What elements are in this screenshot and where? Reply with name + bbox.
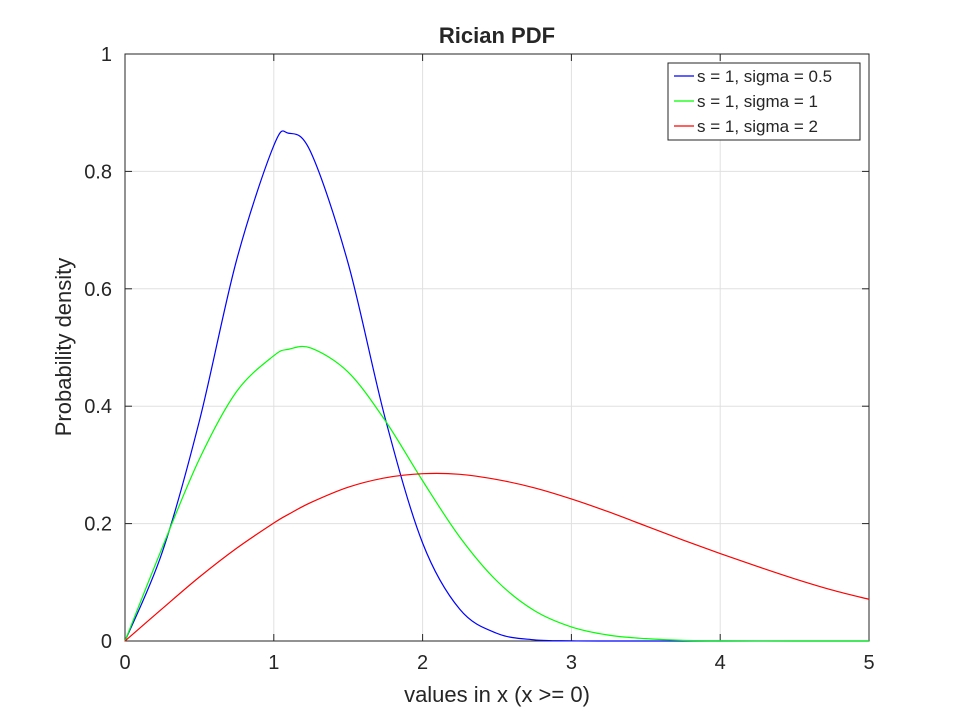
series-line-3 [124,472,870,642]
axis-ticks: 0 1 2 3 4 5 0 0.2 0.4 0.6 0.8 1 [84,44,874,674]
grid-lines [124,53,870,642]
y-tick-label: 0.2 [84,514,112,536]
y-tick-label: 0.6 [84,279,112,301]
x-tick-label: 5 [863,652,874,674]
legend: s = 1, sigma = 0.5 s = 1, sigma = 1 s = … [667,62,861,141]
chart-title: Rician PDF [439,23,555,48]
plot-area [124,53,870,642]
legend-label-1: s = 1, sigma = 0.5 [697,67,832,86]
x-tick-label: 4 [715,652,726,674]
series-lines [124,130,870,642]
x-tick-label: 2 [417,652,428,674]
x-axis-label: values in x (x >= 0) [404,682,590,707]
y-tick-label: 1 [101,44,112,66]
x-tick-label: 1 [268,652,279,674]
series-line-2 [124,345,869,642]
legend-label-3: s = 1, sigma = 2 [697,117,818,136]
y-axis-label: Probability density [51,258,76,437]
y-tick-label: 0 [101,631,112,653]
legend-box [667,62,861,141]
x-tick-label: 3 [566,652,577,674]
x-tick-label: 0 [119,652,130,674]
y-tick-label: 0.4 [84,396,112,418]
y-tick-label: 0.8 [84,161,112,183]
legend-label-2: s = 1, sigma = 1 [697,92,818,111]
